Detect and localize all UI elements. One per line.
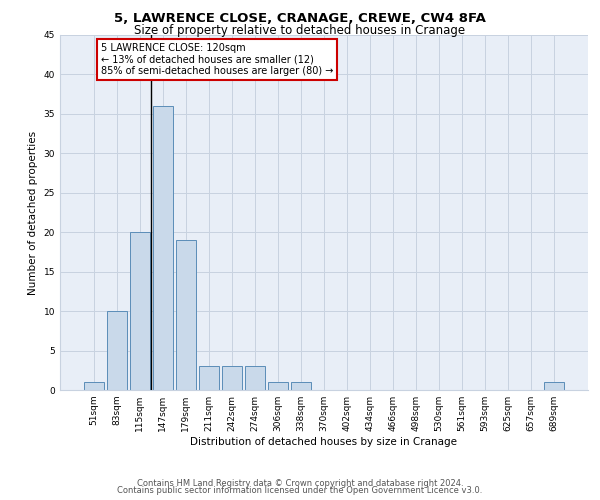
Bar	[153, 106, 173, 390]
Bar	[130, 232, 149, 390]
Text: Contains public sector information licensed under the Open Government Licence v3: Contains public sector information licen…	[118, 486, 482, 495]
Bar	[199, 366, 218, 390]
Bar	[84, 382, 104, 390]
Bar	[176, 240, 196, 390]
Bar	[245, 366, 265, 390]
Text: 5, LAWRENCE CLOSE, CRANAGE, CREWE, CW4 8FA: 5, LAWRENCE CLOSE, CRANAGE, CREWE, CW4 8…	[114, 12, 486, 26]
Bar	[222, 366, 242, 390]
X-axis label: Distribution of detached houses by size in Cranage: Distribution of detached houses by size …	[191, 437, 458, 447]
Text: Contains HM Land Registry data © Crown copyright and database right 2024.: Contains HM Land Registry data © Crown c…	[137, 478, 463, 488]
Bar	[291, 382, 311, 390]
Bar	[107, 311, 127, 390]
Y-axis label: Number of detached properties: Number of detached properties	[28, 130, 38, 294]
Text: 5 LAWRENCE CLOSE: 120sqm
← 13% of detached houses are smaller (12)
85% of semi-d: 5 LAWRENCE CLOSE: 120sqm ← 13% of detach…	[101, 43, 333, 76]
Bar	[544, 382, 564, 390]
Text: Size of property relative to detached houses in Cranage: Size of property relative to detached ho…	[134, 24, 466, 37]
Bar	[268, 382, 288, 390]
